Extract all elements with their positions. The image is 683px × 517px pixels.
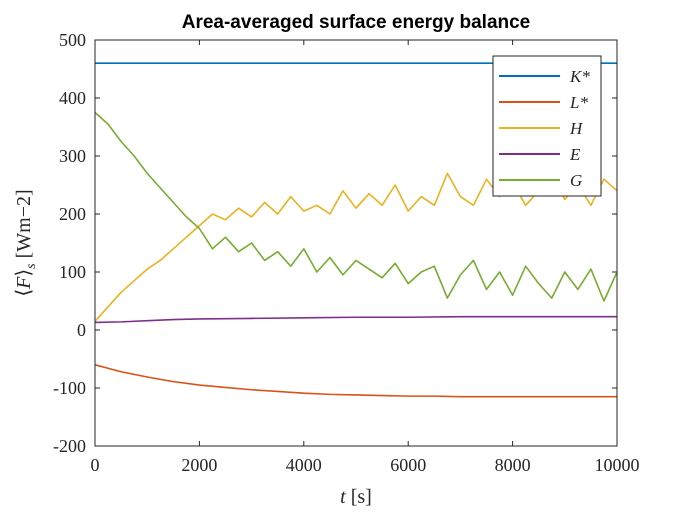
x-tick-label: 8000	[495, 455, 531, 475]
chart-title: Area-averaged surface energy balance	[182, 12, 531, 33]
x-tick-label: 6000	[390, 455, 426, 475]
y-tick-label: 500	[59, 30, 86, 50]
y-tick-label: 200	[59, 204, 86, 224]
x-axis-label: t [s]	[340, 486, 372, 508]
y-tick-label: -200	[53, 436, 86, 456]
x-tick-label: 10000	[595, 455, 640, 475]
legend-label: L*	[569, 93, 588, 112]
legend-label: K*	[569, 67, 590, 86]
legend: K* L* HEG	[492, 55, 602, 197]
series-line-4	[94, 111, 618, 302]
legend-box	[492, 55, 602, 197]
series-line-3	[94, 315, 617, 324]
legend-label: G	[570, 171, 582, 190]
x-tick-label: 2000	[181, 455, 217, 475]
y-axis-label: ⟨F⟩s [Wm−2]	[13, 189, 39, 296]
y-tick-label: -100	[53, 378, 86, 398]
series-line-1	[94, 364, 617, 398]
legend-label: E	[569, 145, 581, 164]
y-tick-label: 100	[59, 262, 86, 282]
y-tick-label: 400	[59, 88, 86, 108]
tick-layer: 0 2000 4000 6000 8000 10000 -200 -100 0 100 200 300…	[53, 30, 640, 475]
legend-items: K* L* HEG	[499, 67, 590, 190]
plot-frame	[94, 39, 618, 447]
x-tick-label: 4000	[286, 455, 322, 475]
x-tick-label: 0	[91, 455, 100, 475]
y-tick-label: 300	[59, 146, 86, 166]
legend-label: H	[569, 119, 584, 138]
y-tick-label: 0	[77, 320, 86, 340]
series-line-2	[94, 172, 618, 322]
